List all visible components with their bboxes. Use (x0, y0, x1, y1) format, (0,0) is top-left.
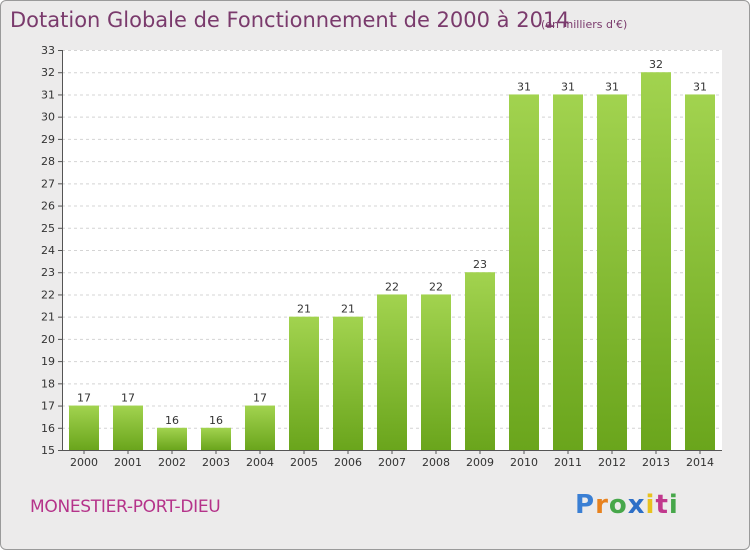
logo-letter: t (655, 490, 669, 520)
value-label: 17 (253, 392, 267, 405)
y-tick-label: 27 (41, 177, 55, 190)
bar (113, 405, 143, 450)
y-tick-label: 28 (41, 155, 55, 168)
value-label: 16 (165, 414, 179, 427)
x-tick-label: 2003 (202, 456, 230, 469)
y-tick-label: 32 (41, 66, 55, 79)
x-tick-label: 2014 (686, 456, 714, 469)
logo-letter: i (645, 490, 656, 520)
x-tick-label: 2010 (510, 456, 538, 469)
x-tick-label: 2002 (158, 456, 186, 469)
x-tick-label: 2000 (70, 456, 98, 469)
value-label: 23 (473, 258, 487, 271)
logo-letter: x (627, 490, 646, 520)
bar (597, 94, 627, 450)
y-tick-label: 31 (41, 88, 55, 101)
y-tick-label: 20 (41, 333, 55, 346)
x-tick-label: 2007 (378, 456, 406, 469)
y-tick-label: 19 (41, 355, 55, 368)
town-name: MONESTIER-PORT-DIEU (30, 497, 221, 517)
y-tick-label: 22 (41, 288, 55, 301)
logo-letter: i (668, 490, 679, 520)
y-tick-label: 23 (41, 266, 55, 279)
bar (685, 94, 715, 450)
y-tick-labels: 15 16 17 18 19 20 21 22 23 24 25 26 27 28 29 30 31 32 33 (41, 44, 55, 457)
bar (289, 316, 319, 450)
bar (553, 94, 583, 450)
value-label: 32 (649, 58, 663, 71)
x-tick-label: 2006 (334, 456, 362, 469)
bar (333, 316, 363, 450)
bar (641, 72, 671, 450)
y-tick-label: 30 (41, 111, 55, 124)
bar (509, 94, 539, 450)
value-label: 17 (77, 392, 91, 405)
value-label: 31 (517, 80, 531, 93)
x-tick-labels: 2000 2001 2002 2003 2004 2005 2006 2007 2008 2009… (70, 456, 714, 469)
proxiti-logo: Proxiti (575, 490, 679, 520)
y-tick-label: 17 (41, 400, 55, 413)
value-label: 21 (341, 303, 355, 316)
value-label: 31 (605, 80, 619, 93)
logo-letter: r (595, 490, 609, 520)
y-tick-label: 15 (41, 444, 55, 457)
x-tick-label: 2001 (114, 456, 142, 469)
x-tick-label: 2011 (554, 456, 582, 469)
x-tick-label: 2009 (466, 456, 494, 469)
value-label: 22 (429, 280, 443, 293)
y-tick-label: 16 (41, 422, 55, 435)
bar (377, 294, 407, 450)
value-labels: 17 17 16 16 17 21 21 22 22 23 31 31 31 32 31 (77, 58, 707, 427)
y-tick-label: 33 (41, 44, 55, 57)
value-label: 17 (121, 392, 135, 405)
bar (201, 427, 231, 450)
bar (465, 272, 495, 450)
value-label: 16 (209, 414, 223, 427)
y-tick-label: 29 (41, 133, 55, 146)
x-tick-label: 2013 (642, 456, 670, 469)
logo-letter: P (575, 490, 596, 520)
x-tick-label: 2005 (290, 456, 318, 469)
bar (69, 405, 99, 450)
value-label: 31 (561, 80, 575, 93)
bar (157, 427, 187, 450)
chart-title: Dotation Globale de Fonctionnement de 20… (10, 8, 570, 32)
value-label: 21 (297, 303, 311, 316)
x-tick-label: 2012 (598, 456, 626, 469)
value-label: 22 (385, 280, 399, 293)
x-tick-label: 2004 (246, 456, 274, 469)
bars (69, 72, 715, 450)
y-tick-label: 21 (41, 311, 55, 324)
logo-letter: o (608, 490, 628, 520)
x-tick-label: 2008 (422, 456, 450, 469)
y-tick-label: 18 (41, 377, 55, 390)
chart-subtitle: (en milliers d'€) (541, 18, 628, 31)
axes (58, 50, 722, 454)
bar (421, 294, 451, 450)
value-label: 31 (693, 80, 707, 93)
bar (245, 405, 275, 450)
y-tick-label: 26 (41, 200, 55, 213)
y-tick-label: 25 (41, 222, 55, 235)
y-tick-label: 24 (41, 244, 55, 257)
